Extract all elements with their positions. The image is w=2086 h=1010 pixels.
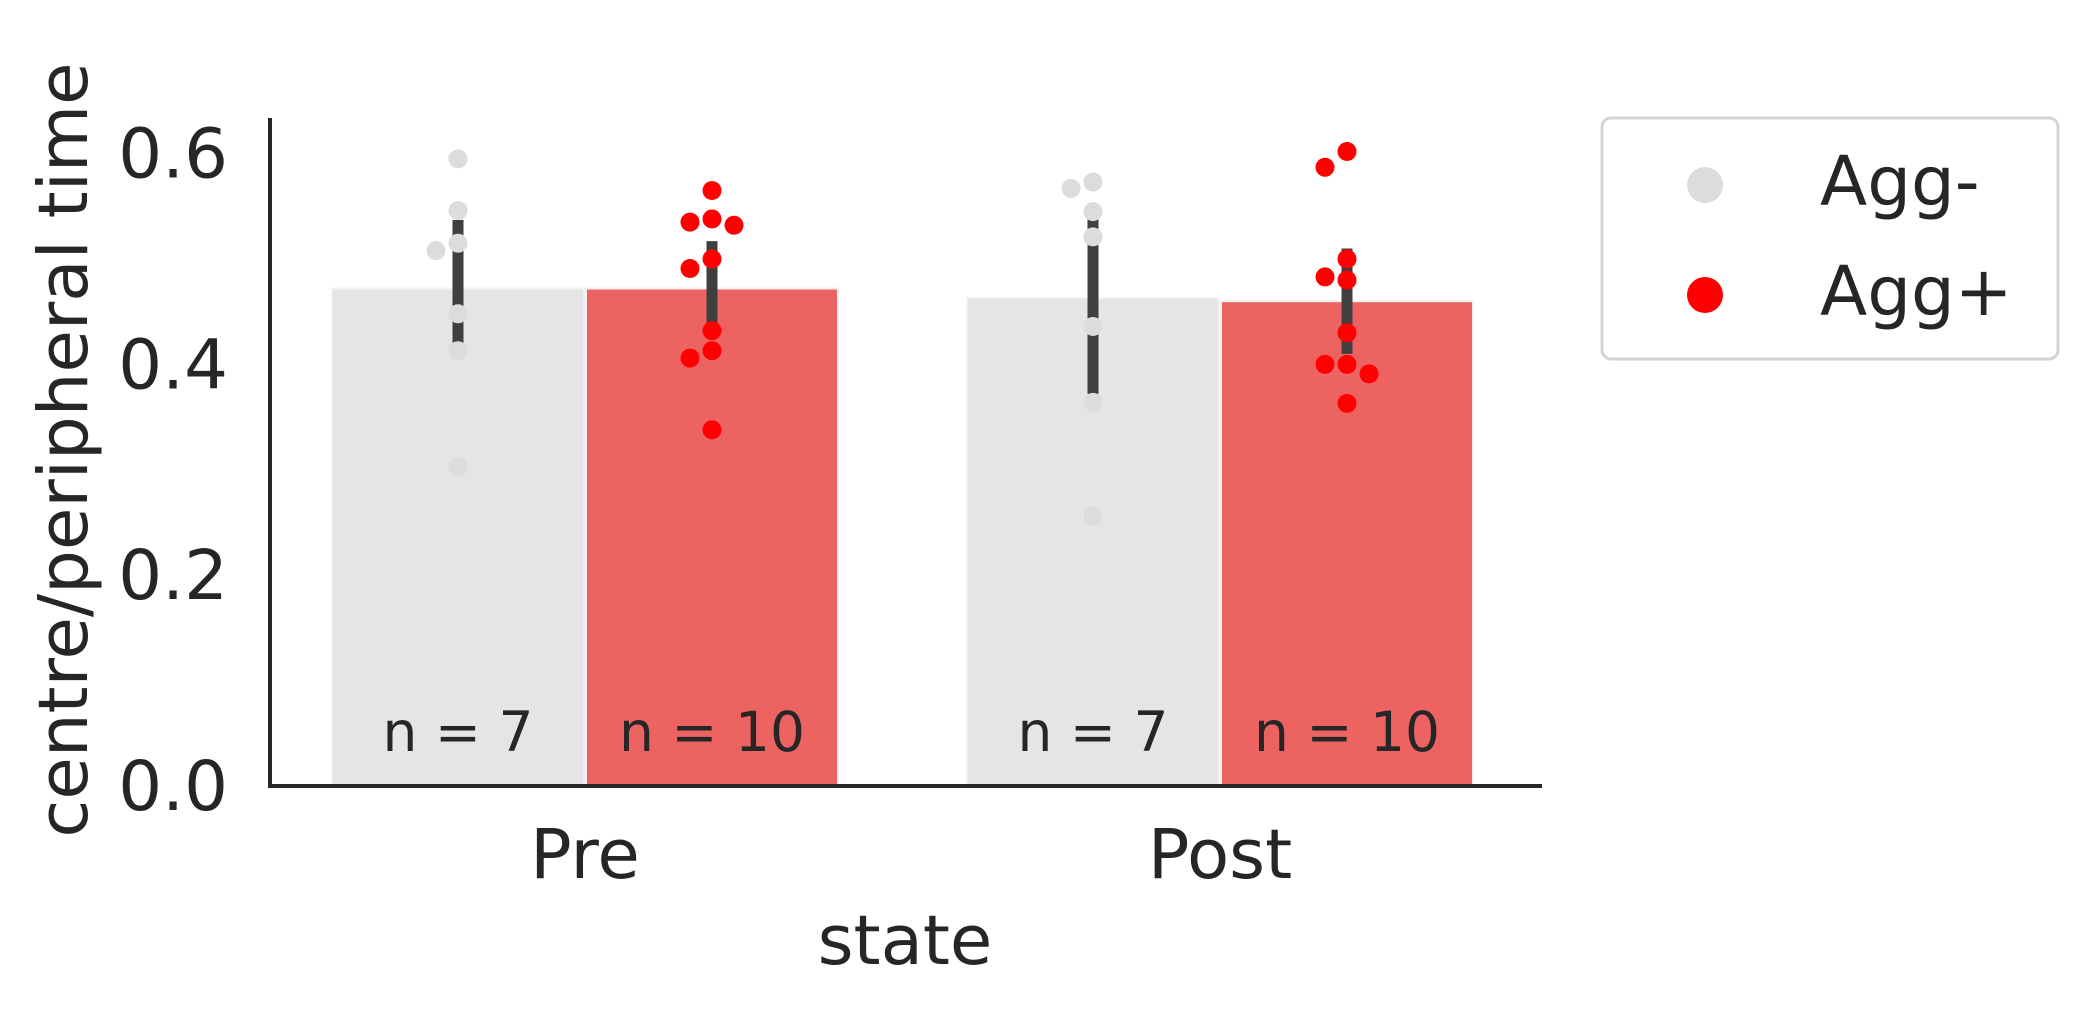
legend-label-agg-plus: Agg+	[1820, 252, 2013, 332]
data-point-pre-agg-plus-5	[680, 258, 700, 278]
n-labels-layer: n = 7 n = 7 n = 10 n = 10	[383, 700, 1440, 764]
data-point-post-agg-plus-3	[1315, 267, 1335, 287]
data-point-pre-agg-plus-2	[680, 212, 700, 232]
data-point-pre-agg-plus-6	[702, 321, 722, 341]
data-point-pre-agg-plus-9	[702, 420, 722, 440]
data-point-pre-agg-minus-6	[448, 457, 468, 477]
n-label-post-agg-minus: n = 7	[1018, 700, 1169, 764]
legend-marker-agg-plus	[1687, 277, 1723, 313]
data-point-post-agg-minus-0	[1083, 172, 1103, 192]
data-point-post-agg-minus-5	[1083, 392, 1103, 412]
data-point-pre-agg-plus-1	[702, 209, 722, 229]
y-axis-label: centre/peripheral time	[24, 62, 104, 837]
data-point-post-agg-minus-6	[1083, 506, 1103, 526]
data-point-pre-agg-minus-4	[448, 304, 468, 324]
data-point-post-agg-plus-5	[1337, 323, 1357, 343]
data-point-post-agg-plus-0	[1337, 141, 1357, 161]
data-point-pre-agg-plus-0	[702, 180, 722, 200]
x-tick-label-post: Post	[1148, 815, 1292, 895]
data-point-post-agg-plus-1	[1315, 157, 1335, 177]
y-tick-label-3: 0.6	[118, 115, 228, 195]
data-point-post-agg-minus-1	[1061, 178, 1081, 198]
n-label-pre-agg-minus: n = 7	[383, 700, 534, 764]
y-tick-label-1: 0.2	[118, 536, 228, 616]
data-point-post-agg-plus-2	[1337, 249, 1357, 269]
data-point-post-agg-minus-3	[1083, 227, 1103, 247]
legend: Agg- Agg+	[1600, 116, 2060, 361]
n-label-post-agg-plus: n = 10	[1254, 700, 1440, 764]
legend-label-agg-minus: Agg-	[1820, 142, 1980, 222]
data-point-post-agg-minus-4	[1083, 316, 1103, 336]
x-tick-labels: Pre Post	[530, 815, 1292, 895]
data-point-post-agg-plus-8	[1359, 364, 1379, 384]
y-tick-label-0: 0.0	[118, 747, 228, 827]
bar-pre-agg-minus	[331, 287, 585, 787]
swarm-points-layer	[426, 141, 1379, 526]
data-point-post-agg-plus-4	[1337, 270, 1357, 290]
data-point-pre-agg-minus-0	[448, 149, 468, 169]
data-point-pre-agg-plus-4	[702, 249, 722, 269]
data-point-post-agg-plus-6	[1337, 354, 1357, 374]
x-axis-label: state	[818, 901, 993, 981]
data-point-pre-agg-minus-3	[426, 241, 446, 261]
data-point-pre-agg-minus-2	[448, 233, 468, 253]
data-point-pre-agg-minus-1	[448, 201, 468, 221]
legend-marker-agg-minus	[1687, 167, 1723, 203]
data-point-pre-agg-plus-3	[724, 215, 744, 235]
data-point-pre-agg-plus-8	[680, 348, 700, 368]
n-label-pre-agg-plus: n = 10	[619, 700, 805, 764]
data-point-post-agg-minus-2	[1083, 202, 1103, 222]
y-tick-label-2: 0.4	[118, 325, 228, 405]
data-point-pre-agg-minus-5	[448, 341, 468, 361]
x-tick-label-pre: Pre	[530, 815, 640, 895]
y-tick-labels: 0.0 0.2 0.4 0.6	[118, 115, 228, 827]
data-point-post-agg-plus-7	[1315, 354, 1335, 374]
data-point-post-agg-plus-9	[1337, 393, 1357, 413]
bar-post-agg-plus	[1220, 300, 1474, 787]
data-point-pre-agg-plus-7	[702, 341, 722, 361]
